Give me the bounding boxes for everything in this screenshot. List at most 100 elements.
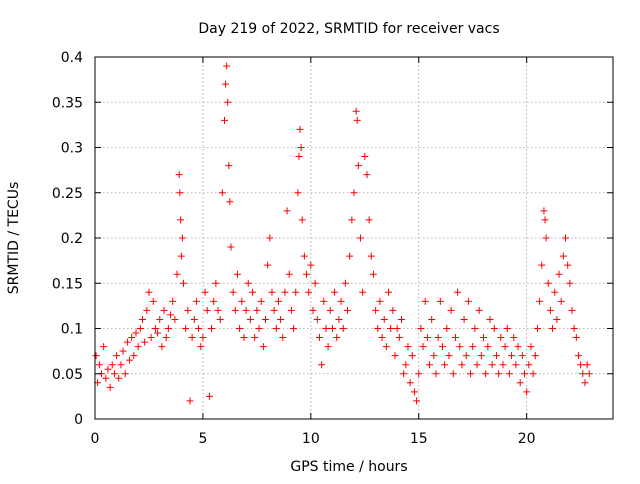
data-point [141, 338, 149, 346]
data-point [309, 306, 317, 314]
data-point [184, 306, 192, 314]
data-point [356, 234, 364, 242]
data-point [259, 343, 267, 351]
data-point [186, 397, 194, 405]
data-point [297, 144, 305, 151]
data-point [456, 343, 464, 351]
data-point [177, 252, 185, 260]
data-point [318, 361, 326, 369]
data-point [233, 270, 241, 278]
data-point [270, 306, 278, 314]
data-point [350, 189, 358, 197]
data-point [171, 315, 179, 323]
data-point [397, 315, 405, 323]
data-point [315, 334, 323, 342]
data-point [432, 370, 440, 378]
data-point [205, 392, 213, 400]
data-point [533, 325, 541, 332]
data-point [536, 297, 544, 305]
data-point [268, 288, 276, 296]
data-point [169, 297, 177, 305]
data-point [372, 306, 380, 314]
data-point [335, 315, 343, 323]
data-point [115, 374, 123, 382]
data-point [410, 388, 418, 396]
data-point [176, 189, 184, 197]
data-point [374, 325, 382, 332]
data-point [508, 352, 516, 360]
y-tick-label: 0.4 [61, 50, 83, 66]
y-tick-label: 0.05 [52, 367, 83, 383]
data-point [294, 189, 302, 197]
data-point [201, 288, 209, 296]
data-point [257, 297, 265, 305]
y-tick-label: 0.1 [61, 322, 83, 338]
data-point [249, 288, 257, 296]
data-point [164, 325, 172, 332]
data-point [337, 297, 345, 305]
data-point [290, 325, 298, 332]
data-point [570, 325, 578, 332]
data-point [564, 261, 572, 269]
data-point [426, 361, 434, 369]
data-point [132, 329, 140, 337]
data-point [512, 361, 520, 369]
data-point [430, 352, 438, 360]
data-point [221, 116, 228, 124]
data-point [253, 306, 261, 314]
data-point [577, 361, 585, 369]
data-point [212, 279, 220, 287]
data-point [130, 352, 138, 360]
data-point [546, 306, 554, 314]
data-point [344, 306, 352, 314]
data-point [158, 343, 166, 351]
data-point [311, 279, 319, 287]
data-point [305, 288, 313, 296]
data-point [160, 306, 168, 314]
data-point [428, 315, 436, 323]
data-point [292, 288, 300, 296]
y-tick-label: 0.15 [52, 276, 83, 292]
data-point [568, 306, 576, 314]
data-point [510, 334, 518, 342]
data-point [227, 243, 235, 251]
x-tick-label: 5 [198, 431, 207, 447]
data-point [224, 98, 232, 106]
data-point [436, 297, 444, 305]
data-point [527, 343, 535, 351]
data-point [242, 306, 250, 314]
data-point [108, 361, 116, 369]
data-point [395, 334, 403, 342]
data-point [404, 343, 412, 351]
data-point [562, 234, 570, 242]
data-point [449, 370, 457, 378]
data-point [326, 306, 334, 314]
data-point [475, 306, 483, 314]
data-point [540, 207, 548, 215]
x-axis-label: GPS time / hours [290, 459, 407, 475]
data-point [553, 315, 561, 323]
data-point [490, 325, 498, 332]
data-point [544, 279, 552, 287]
data-point [497, 334, 505, 342]
data-point [460, 315, 468, 323]
data-point [313, 315, 321, 323]
data-point [529, 370, 537, 378]
data-point [583, 361, 591, 369]
data-point [473, 361, 481, 369]
data-point [244, 279, 252, 287]
data-point [585, 370, 593, 378]
data-point [423, 334, 431, 342]
data-point [402, 361, 410, 369]
data-point [320, 297, 328, 305]
data-point [225, 162, 233, 170]
data-point [572, 334, 580, 342]
data-point [469, 343, 477, 351]
data-point [406, 379, 414, 387]
data-point [551, 288, 559, 296]
data-point [285, 270, 293, 278]
y-tick-label: 0 [74, 412, 83, 428]
data-point [264, 261, 272, 269]
data-point [480, 334, 487, 342]
